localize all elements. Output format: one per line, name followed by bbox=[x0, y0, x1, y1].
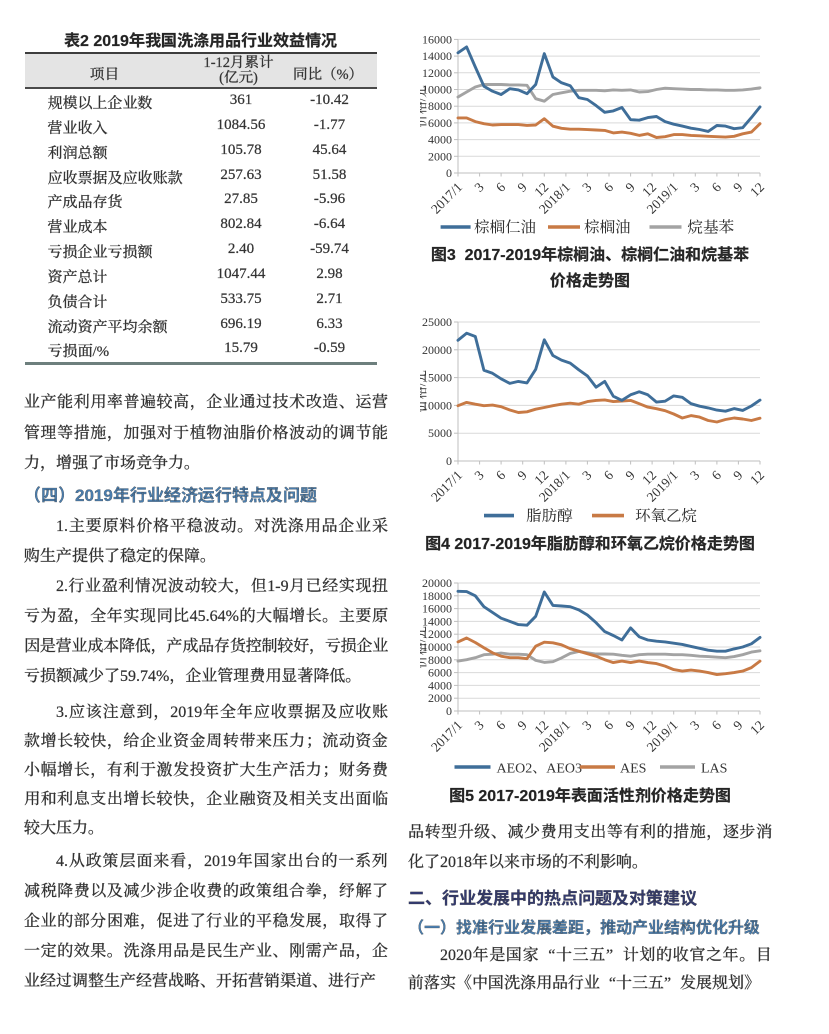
svg-text:LAS: LAS bbox=[701, 762, 727, 777]
svg-text:2017/1: 2017/1 bbox=[428, 180, 465, 217]
svg-text:12: 12 bbox=[747, 718, 767, 738]
svg-text:0: 0 bbox=[446, 166, 452, 180]
svg-text:16000: 16000 bbox=[422, 32, 452, 46]
svg-text:0: 0 bbox=[446, 454, 452, 468]
svg-text:8000: 8000 bbox=[428, 99, 452, 113]
svg-text:6: 6 bbox=[709, 467, 725, 483]
svg-text:9: 9 bbox=[622, 467, 638, 483]
svg-text:12: 12 bbox=[747, 468, 767, 488]
svg-text:9: 9 bbox=[730, 717, 746, 733]
svg-text:4000: 4000 bbox=[428, 678, 452, 692]
svg-text:6: 6 bbox=[601, 467, 617, 483]
svg-text:棕榈油: 棕榈油 bbox=[584, 219, 631, 237]
svg-text:9: 9 bbox=[514, 179, 530, 195]
svg-text:6: 6 bbox=[493, 467, 509, 483]
svg-text:9: 9 bbox=[622, 179, 638, 195]
svg-text:价格/元: 价格/元 bbox=[420, 626, 429, 669]
svg-text:4000: 4000 bbox=[428, 133, 452, 147]
svg-text:环氧乙烷: 环氧乙烷 bbox=[635, 507, 697, 525]
svg-text:20000: 20000 bbox=[422, 343, 452, 357]
svg-text:0: 0 bbox=[446, 704, 452, 718]
svg-text:9: 9 bbox=[730, 179, 746, 195]
svg-text:12000: 12000 bbox=[422, 66, 452, 80]
svg-text:6: 6 bbox=[601, 717, 617, 733]
svg-text:3: 3 bbox=[579, 179, 595, 195]
svg-text:18000: 18000 bbox=[422, 589, 452, 603]
svg-text:6: 6 bbox=[709, 179, 725, 195]
svg-text:价格/元: 价格/元 bbox=[420, 85, 429, 128]
svg-text:3: 3 bbox=[687, 717, 703, 733]
svg-text:2017/1: 2017/1 bbox=[428, 718, 465, 755]
svg-text:6: 6 bbox=[493, 717, 509, 733]
svg-text:棕榈仁油: 棕榈仁油 bbox=[474, 219, 537, 237]
svg-text:6: 6 bbox=[709, 717, 725, 733]
svg-text:6: 6 bbox=[601, 179, 617, 195]
svg-text:3: 3 bbox=[579, 717, 595, 733]
svg-text:8000: 8000 bbox=[428, 653, 452, 667]
svg-text:20000: 20000 bbox=[422, 576, 452, 590]
svg-text:3: 3 bbox=[579, 467, 595, 483]
svg-text:烷基苯: 烷基苯 bbox=[688, 219, 735, 237]
svg-text:3: 3 bbox=[471, 717, 487, 733]
svg-text:6000: 6000 bbox=[428, 116, 452, 130]
svg-text:3: 3 bbox=[687, 179, 703, 195]
svg-text:16000: 16000 bbox=[422, 602, 452, 616]
svg-text:15000: 15000 bbox=[422, 371, 452, 385]
svg-text:脂肪醇: 脂肪醇 bbox=[526, 507, 573, 525]
svg-text:9: 9 bbox=[730, 467, 746, 483]
svg-text:AEO2、AEO3: AEO2、AEO3 bbox=[497, 762, 583, 777]
svg-text:10000: 10000 bbox=[422, 398, 452, 412]
svg-text:25000: 25000 bbox=[422, 315, 452, 329]
svg-text:6: 6 bbox=[493, 179, 509, 195]
svg-text:5000: 5000 bbox=[428, 426, 452, 440]
svg-text:3: 3 bbox=[471, 467, 487, 483]
svg-text:14000: 14000 bbox=[422, 614, 452, 628]
svg-text:2000: 2000 bbox=[428, 149, 452, 163]
svg-text:14000: 14000 bbox=[422, 49, 452, 63]
svg-text:9: 9 bbox=[514, 717, 530, 733]
svg-text:AES: AES bbox=[620, 762, 646, 777]
svg-text:12000: 12000 bbox=[422, 627, 452, 641]
svg-text:10000: 10000 bbox=[422, 83, 452, 97]
svg-text:9: 9 bbox=[622, 717, 638, 733]
svg-text:10000: 10000 bbox=[422, 640, 452, 654]
svg-text:2017/1: 2017/1 bbox=[428, 468, 465, 505]
svg-text:价格/元: 价格/元 bbox=[420, 370, 429, 413]
svg-text:2000: 2000 bbox=[428, 691, 452, 705]
svg-text:12: 12 bbox=[747, 180, 767, 200]
svg-text:3: 3 bbox=[471, 179, 487, 195]
svg-text:3: 3 bbox=[687, 467, 703, 483]
svg-text:6000: 6000 bbox=[428, 666, 452, 680]
svg-text:9: 9 bbox=[514, 467, 530, 483]
